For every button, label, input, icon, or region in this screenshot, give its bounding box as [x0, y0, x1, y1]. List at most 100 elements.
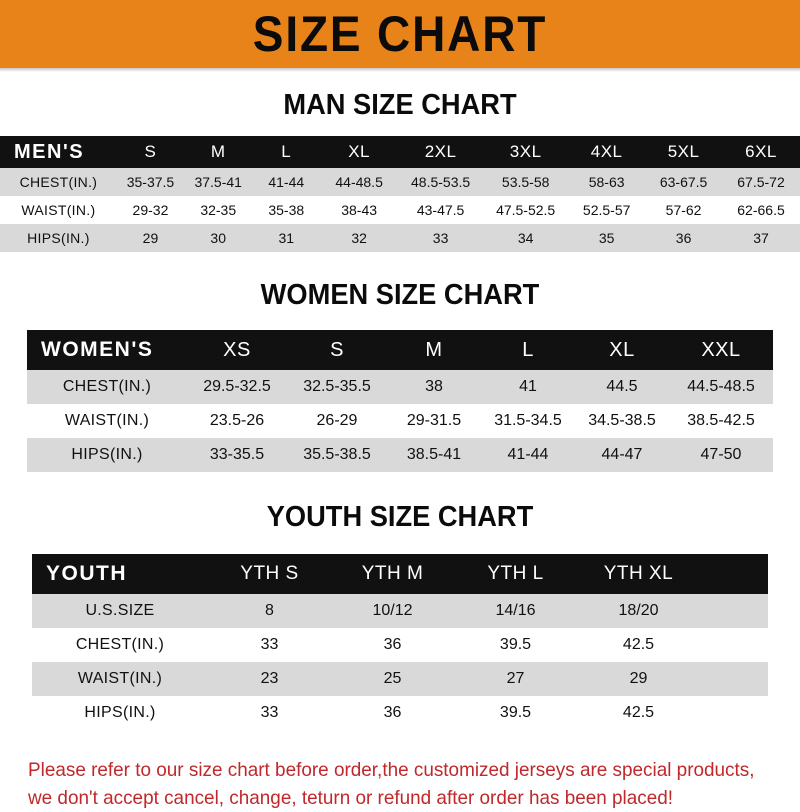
youth-cell-3-3: 42.5	[622, 704, 655, 721]
youth-section-title: YOUTH SIZE CHART	[266, 501, 534, 533]
men-size-header-2: L	[281, 142, 292, 161]
youth-size-header-3: YTH XL	[603, 563, 674, 584]
youth-cell-3-0: 33	[260, 704, 279, 721]
youth-cell-0-0: 8	[265, 602, 274, 619]
women-size-header-1: S	[330, 338, 344, 361]
men-header-label: MEN'S	[14, 140, 85, 163]
women-cell-0-5: 44.5-48.5	[687, 378, 755, 395]
men-cell-1-1: 32-35	[200, 202, 237, 218]
men-cell-2-3: 32	[351, 230, 367, 246]
youth-header-spacer	[700, 554, 768, 594]
women-cell-1-0: 23.5-26	[209, 412, 265, 429]
women-cell-0-3: 41	[519, 378, 537, 395]
men-size-header-6: 4XL	[590, 142, 623, 161]
youth-cell-1-3: 42.5	[622, 636, 655, 653]
women-size-table: WOMEN'S XS S M L XL XXL CHEST(IN.) 29.5-…	[27, 330, 773, 472]
table-row: CHEST(IN.) 35-37.5 37.5-41 41-44 44-48.5…	[0, 168, 800, 196]
youth-size-header-0: YTH S	[240, 563, 299, 584]
women-table-header: WOMEN'S XS S M L XL XXL	[27, 330, 773, 370]
women-table-body: CHEST(IN.) 29.5-32.5 32.5-35.5 38 41 44.…	[27, 370, 773, 472]
youth-cell-spacer-0	[700, 594, 768, 628]
women-row-label-2: HIPS(IN.)	[71, 446, 143, 463]
men-cell-1-4: 43-47.5	[416, 202, 465, 218]
men-cell-2-5: 34	[517, 230, 534, 246]
men-cell-1-2: 35-38	[268, 202, 305, 218]
men-cell-1-6: 52.5-57	[582, 202, 631, 218]
men-row-label-2: HIPS(IN.)	[27, 230, 90, 246]
women-size-header-2: M	[425, 338, 443, 361]
youth-cell-spacer-2	[700, 662, 768, 696]
youth-row-label-3: HIPS(IN.)	[84, 704, 156, 721]
men-cell-1-8: 62-66.5	[737, 202, 785, 218]
women-cell-2-3: 41-44	[507, 446, 549, 463]
women-size-header-5: XXL	[701, 338, 741, 361]
women-size-header-3: L	[522, 338, 534, 361]
table-row: CHEST(IN.) 33 36 39.5 42.5	[32, 628, 768, 662]
table-header-row: WOMEN'S XS S M L XL XXL	[27, 330, 773, 370]
women-header-label: WOMEN'S	[41, 338, 154, 361]
men-size-header-4: 2XL	[424, 142, 457, 161]
men-cell-0-2: 41-44	[268, 174, 305, 190]
women-cell-1-2: 29-31.5	[406, 412, 462, 429]
men-table-body: CHEST(IN.) 35-37.5 37.5-41 41-44 44-48.5…	[0, 168, 800, 252]
men-cell-2-0: 29	[142, 230, 159, 246]
youth-cell-0-3: 18/20	[618, 602, 659, 619]
men-cell-0-8: 67.5-72	[737, 174, 785, 190]
women-cell-2-1: 35.5-38.5	[303, 446, 371, 463]
men-cell-0-7: 63-67.5	[659, 174, 708, 190]
men-cell-2-6: 35	[598, 230, 615, 246]
men-cell-0-4: 48.5-53.5	[411, 174, 471, 190]
men-cell-0-5: 53.5-58	[501, 174, 550, 190]
men-cell-2-4: 33	[432, 230, 449, 246]
header-banner: SIZE CHART	[0, 0, 800, 68]
men-cell-2-1: 30	[210, 230, 226, 246]
men-table-header: MEN'S S M L XL 2XL 3XL 4XL 5XL 6XL	[0, 136, 800, 168]
men-cell-2-7: 36	[675, 230, 692, 246]
men-cell-2-2: 31	[278, 230, 295, 246]
table-row: WAIST(IN.) 23 25 27 29	[32, 662, 768, 696]
women-cell-1-3: 31.5-34.5	[494, 412, 562, 429]
men-cell-0-6: 58-63	[588, 174, 625, 190]
men-cell-0-1: 37.5-41	[194, 174, 242, 190]
youth-cell-spacer-1	[700, 628, 768, 662]
youth-cell-0-1: 10/12	[372, 602, 413, 619]
youth-row-label-0: U.S.SIZE	[85, 602, 155, 619]
men-size-header-5: 3XL	[509, 142, 542, 161]
youth-size-header-2: YTH L	[487, 563, 544, 584]
men-cell-0-3: 44-48.5	[335, 174, 383, 190]
page-title: SIZE CHART	[252, 6, 548, 62]
men-cell-1-3: 38-43	[341, 202, 378, 218]
men-size-header-1: M	[210, 142, 226, 161]
men-size-header-0: S	[144, 142, 157, 161]
men-cell-1-0: 29-32	[132, 202, 169, 218]
women-section-title: WOMEN SIZE CHART	[260, 279, 540, 311]
women-cell-2-5: 47-50	[700, 446, 742, 463]
women-cell-0-1: 32.5-35.5	[303, 378, 371, 395]
banner-shadow-divider	[0, 68, 800, 72]
men-cell-0-0: 35-37.5	[126, 174, 175, 190]
women-size-header-4: XL	[609, 338, 635, 361]
women-cell-1-5: 38.5-42.5	[687, 412, 755, 429]
women-cell-0-0: 29.5-32.5	[203, 378, 271, 395]
men-cell-1-7: 57-62	[665, 202, 702, 218]
table-header-row: YOUTH YTH S YTH M YTH L YTH XL	[32, 554, 768, 594]
youth-size-table: YOUTH YTH S YTH M YTH L YTH XL U.S.SIZE …	[32, 554, 768, 730]
youth-cell-2-0: 23	[260, 670, 279, 687]
youth-cell-0-2: 14/16	[495, 602, 536, 619]
men-row-label-0: CHEST(IN.)	[19, 174, 98, 190]
youth-table-body: U.S.SIZE 8 10/12 14/16 18/20 CHEST(IN.) …	[32, 594, 768, 730]
women-cell-0-4: 44.5	[606, 378, 638, 395]
table-row: HIPS(IN.) 29 30 31 32 33 34 35 36 37	[0, 224, 800, 252]
disclaimer-line-2: we don't accept cancel, change, teturn o…	[28, 787, 674, 809]
women-size-header-0: XS	[223, 338, 251, 361]
youth-row-label-2: WAIST(IN.)	[77, 670, 163, 687]
women-cell-0-2: 38	[425, 378, 443, 395]
women-row-label-1: WAIST(IN.)	[64, 412, 150, 429]
men-size-header-7: 5XL	[667, 142, 700, 161]
youth-row-label-1: CHEST(IN.)	[75, 636, 165, 653]
disclaimer-note: Please refer to our size chart before or…	[28, 756, 777, 812]
youth-size-header-1: YTH M	[361, 563, 424, 584]
youth-cell-1-0: 33	[260, 636, 279, 653]
youth-cell-1-1: 36	[383, 636, 402, 653]
